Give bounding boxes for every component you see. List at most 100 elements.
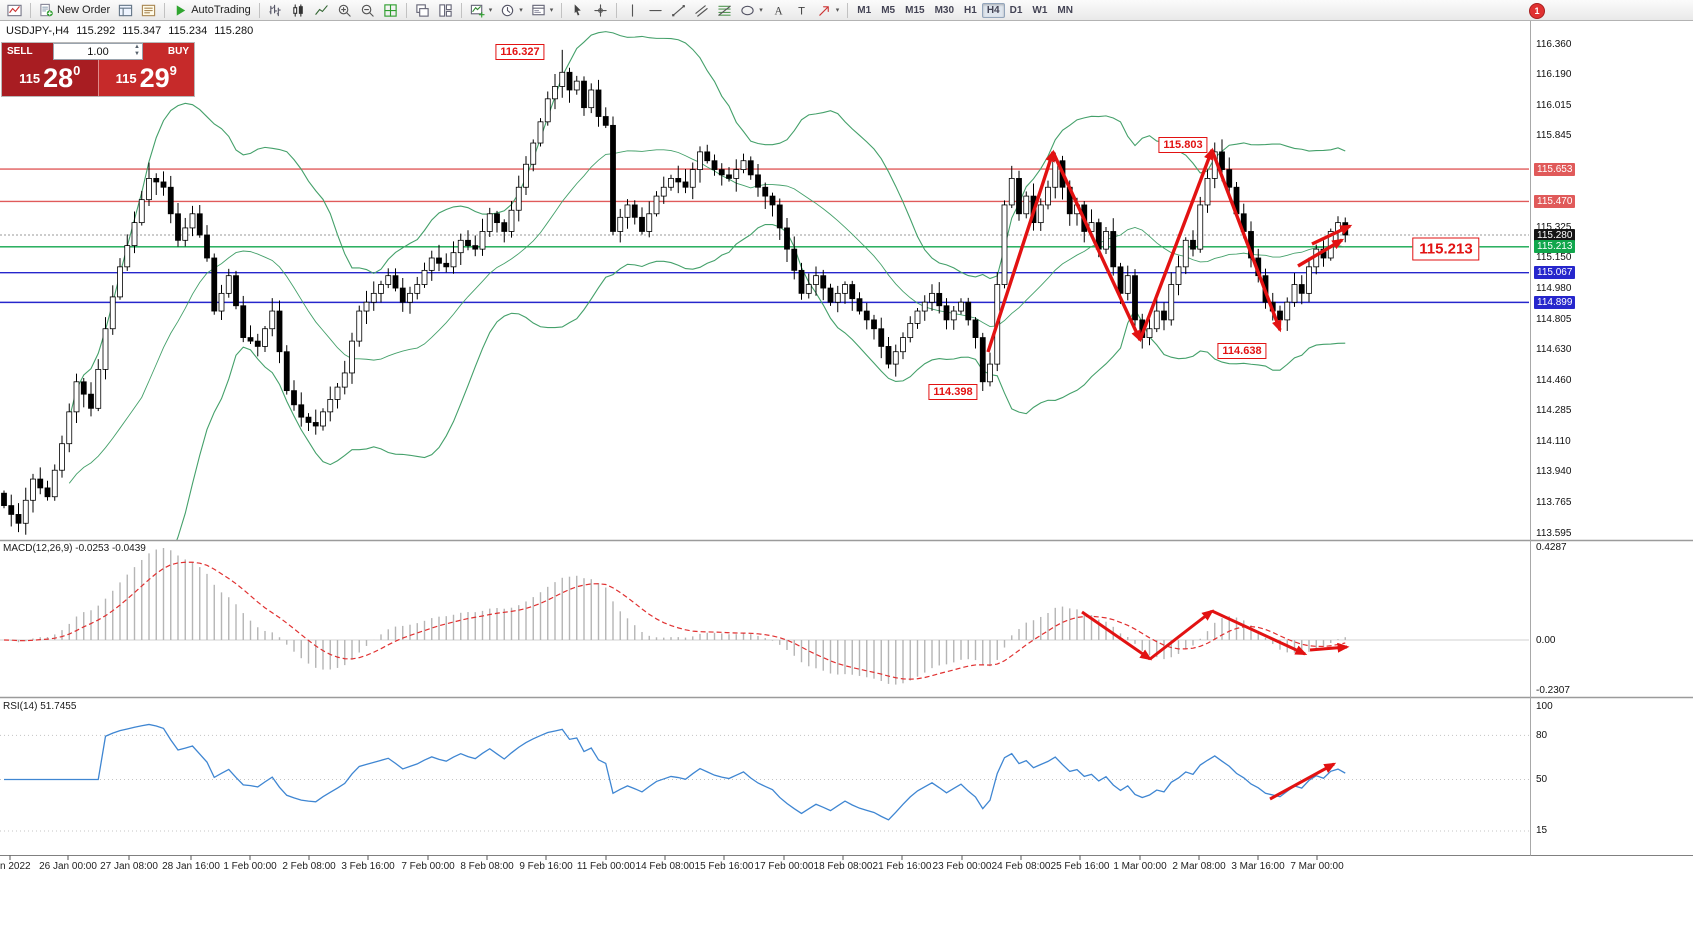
one-click-trading-panel: SELL 1.00 ▲ ▼ BUY 115 28 0 115 29 9 — [2, 43, 194, 96]
fibonacci-button[interactable] — [713, 0, 736, 20]
rsi-name: RSI(14) — [3, 701, 38, 712]
price-tick-label: 115.150 — [1536, 252, 1572, 264]
time-tick-label: 24 Feb 08:00 — [991, 861, 1051, 872]
spinner-down-icon[interactable]: ▼ — [134, 51, 140, 57]
toolbar-separator — [616, 2, 618, 18]
chevron-down-icon[interactable]: ▾ — [549, 7, 554, 14]
time-tick-label: 17 Feb 00:00 — [754, 861, 814, 872]
channel-button[interactable] — [690, 0, 713, 20]
tf-d1-button-label: D1 — [1009, 4, 1023, 16]
bar-chart-button[interactable] — [264, 0, 287, 20]
macd-tick-label: -0.2307 — [1536, 684, 1570, 696]
notification-badge[interactable]: 1 — [1529, 3, 1545, 19]
vline-icon — [625, 3, 640, 18]
app-icon — [3, 0, 26, 20]
toolbar-separator — [164, 2, 166, 18]
navigator-icon — [141, 3, 156, 18]
tf-m1-button[interactable]: M1 — [852, 3, 876, 18]
navigator-button[interactable] — [137, 0, 160, 20]
cascade-windows-button[interactable] — [411, 0, 434, 20]
grid-green-icon — [383, 3, 398, 18]
autotrading-button[interactable]: AutoTrading — [169, 0, 255, 20]
templates-button[interactable]: ▾ — [527, 0, 558, 20]
shapes-button[interactable]: ▾ — [736, 0, 767, 20]
tf-m15-button[interactable]: M15 — [900, 3, 929, 18]
buy-price[interactable]: 115 29 9 — [97, 60, 194, 96]
tf-mn-button-label: MN — [1057, 4, 1073, 16]
trendline-button[interactable] — [667, 0, 690, 20]
rsi-trend-arrow[interactable] — [1269, 762, 1337, 801]
tf-mn-button[interactable]: MN — [1052, 3, 1078, 18]
tf-w1-button[interactable]: W1 — [1027, 3, 1052, 18]
price-callout[interactable]: 115.213 — [1412, 237, 1480, 261]
price-axis[interactable]: 116.360 116.190 116.015 115.845 115.653 115.4… — [1532, 20, 1692, 858]
price-callout[interactable]: 116.327 — [495, 44, 545, 60]
new-order-button[interactable]: New Order — [35, 0, 114, 20]
chevron-down-icon[interactable]: ▾ — [519, 7, 523, 14]
buy-button[interactable]: BUY — [143, 43, 194, 60]
tf-m30-button-label: M30 — [934, 4, 955, 16]
sell-price[interactable]: 115 28 0 — [2, 60, 98, 96]
text-label-button[interactable]: T — [790, 0, 813, 20]
chevron-down-icon[interactable]: ▾ — [835, 7, 840, 14]
rsi-tick-label: 80 — [1536, 729, 1548, 741]
periods-button[interactable]: ▾ — [496, 0, 527, 20]
time-tick-label: 21 Feb 16:00 — [872, 861, 932, 872]
tf-d1-button[interactable]: D1 — [1005, 3, 1028, 18]
time-tick-label: 25 Feb 16:00 — [1050, 861, 1110, 872]
tf-h4-button[interactable]: H4 — [981, 2, 1005, 18]
chevron-down-icon[interactable]: ▾ — [759, 7, 763, 14]
tile-icon — [438, 3, 453, 18]
tf-h1-button-label: H1 — [964, 4, 977, 16]
crosshair-button[interactable] — [589, 0, 612, 20]
price-tick-label: 114.460 — [1536, 374, 1572, 386]
spinner-up-icon[interactable]: ▲ — [134, 44, 140, 50]
zoom-in-button[interactable] — [333, 0, 356, 20]
price-level-badge: 115.280 — [1534, 228, 1576, 242]
line-chart-button[interactable] — [310, 0, 333, 20]
sell-button[interactable]: SELL — [2, 43, 53, 60]
macd-trend-arrows[interactable] — [1081, 609, 1350, 661]
price-level-badge: 115.067 — [1534, 266, 1576, 280]
price-callout[interactable]: 114.638 — [1217, 343, 1267, 359]
horizontal-line-button[interactable] — [644, 0, 667, 20]
price-trend-arrows[interactable] — [986, 147, 1353, 353]
arrow-ne-icon — [817, 3, 832, 18]
tf-m5-button[interactable]: M5 — [876, 3, 900, 18]
buy-price-point: 9 — [169, 62, 177, 78]
price-level-badge: 114.899 — [1534, 295, 1576, 309]
price-tick-label: 114.980 — [1536, 282, 1572, 294]
main-toolbar: New Order AutoTrading ▾ ▾ ▾ ▾ A T ▾ M1 M5 M15 M30 H1 H… — [0, 0, 1693, 21]
volume-spinner[interactable]: ▲ ▼ — [134, 44, 140, 58]
price-tick-label: 114.285 — [1536, 405, 1572, 417]
auto-arrange-button[interactable] — [379, 0, 402, 20]
vertical-line-button[interactable] — [621, 0, 644, 20]
cursor-button[interactable] — [566, 0, 589, 20]
tf-m15-button-label: M15 — [905, 4, 925, 16]
arrow-tools-button[interactable]: ▾ — [813, 0, 844, 20]
candlestick-chart-button[interactable] — [287, 0, 310, 20]
new-chart-button[interactable]: ▾ — [466, 0, 497, 20]
price-level-badge: 115.213 — [1534, 240, 1576, 254]
template-icon — [531, 3, 546, 18]
price-tick-label: 114.110 — [1536, 436, 1571, 448]
chart-ohlc-info: USDJPY-,H4 115.292 115.347 115.234 115.2… — [6, 25, 257, 37]
trend-icon — [671, 3, 686, 18]
price-callout[interactable]: 114.398 — [928, 384, 978, 400]
autotrading-button-label: AutoTrading — [191, 4, 251, 16]
time-tick-label: 18 Feb 08:00 — [813, 861, 873, 872]
tf-h1-button[interactable]: H1 — [959, 3, 982, 18]
time-tick-label: 14 Feb 08:00 — [635, 861, 695, 872]
chevron-down-icon[interactable]: ▾ — [488, 7, 493, 14]
price-callout[interactable]: 115.803 — [1158, 137, 1208, 153]
tile-windows-button[interactable] — [434, 0, 457, 20]
volume-input[interactable]: 1.00 ▲ ▼ — [53, 43, 143, 60]
price-tick-label: 113.765 — [1536, 497, 1572, 509]
zoom-out-button[interactable] — [356, 0, 379, 20]
market-watch-button[interactable] — [114, 0, 137, 20]
tf-m30-button[interactable]: M30 — [930, 3, 959, 18]
app-icon — [7, 3, 22, 18]
buy-price-pips: 29 — [139, 63, 170, 93]
text-button[interactable]: A — [767, 0, 790, 20]
